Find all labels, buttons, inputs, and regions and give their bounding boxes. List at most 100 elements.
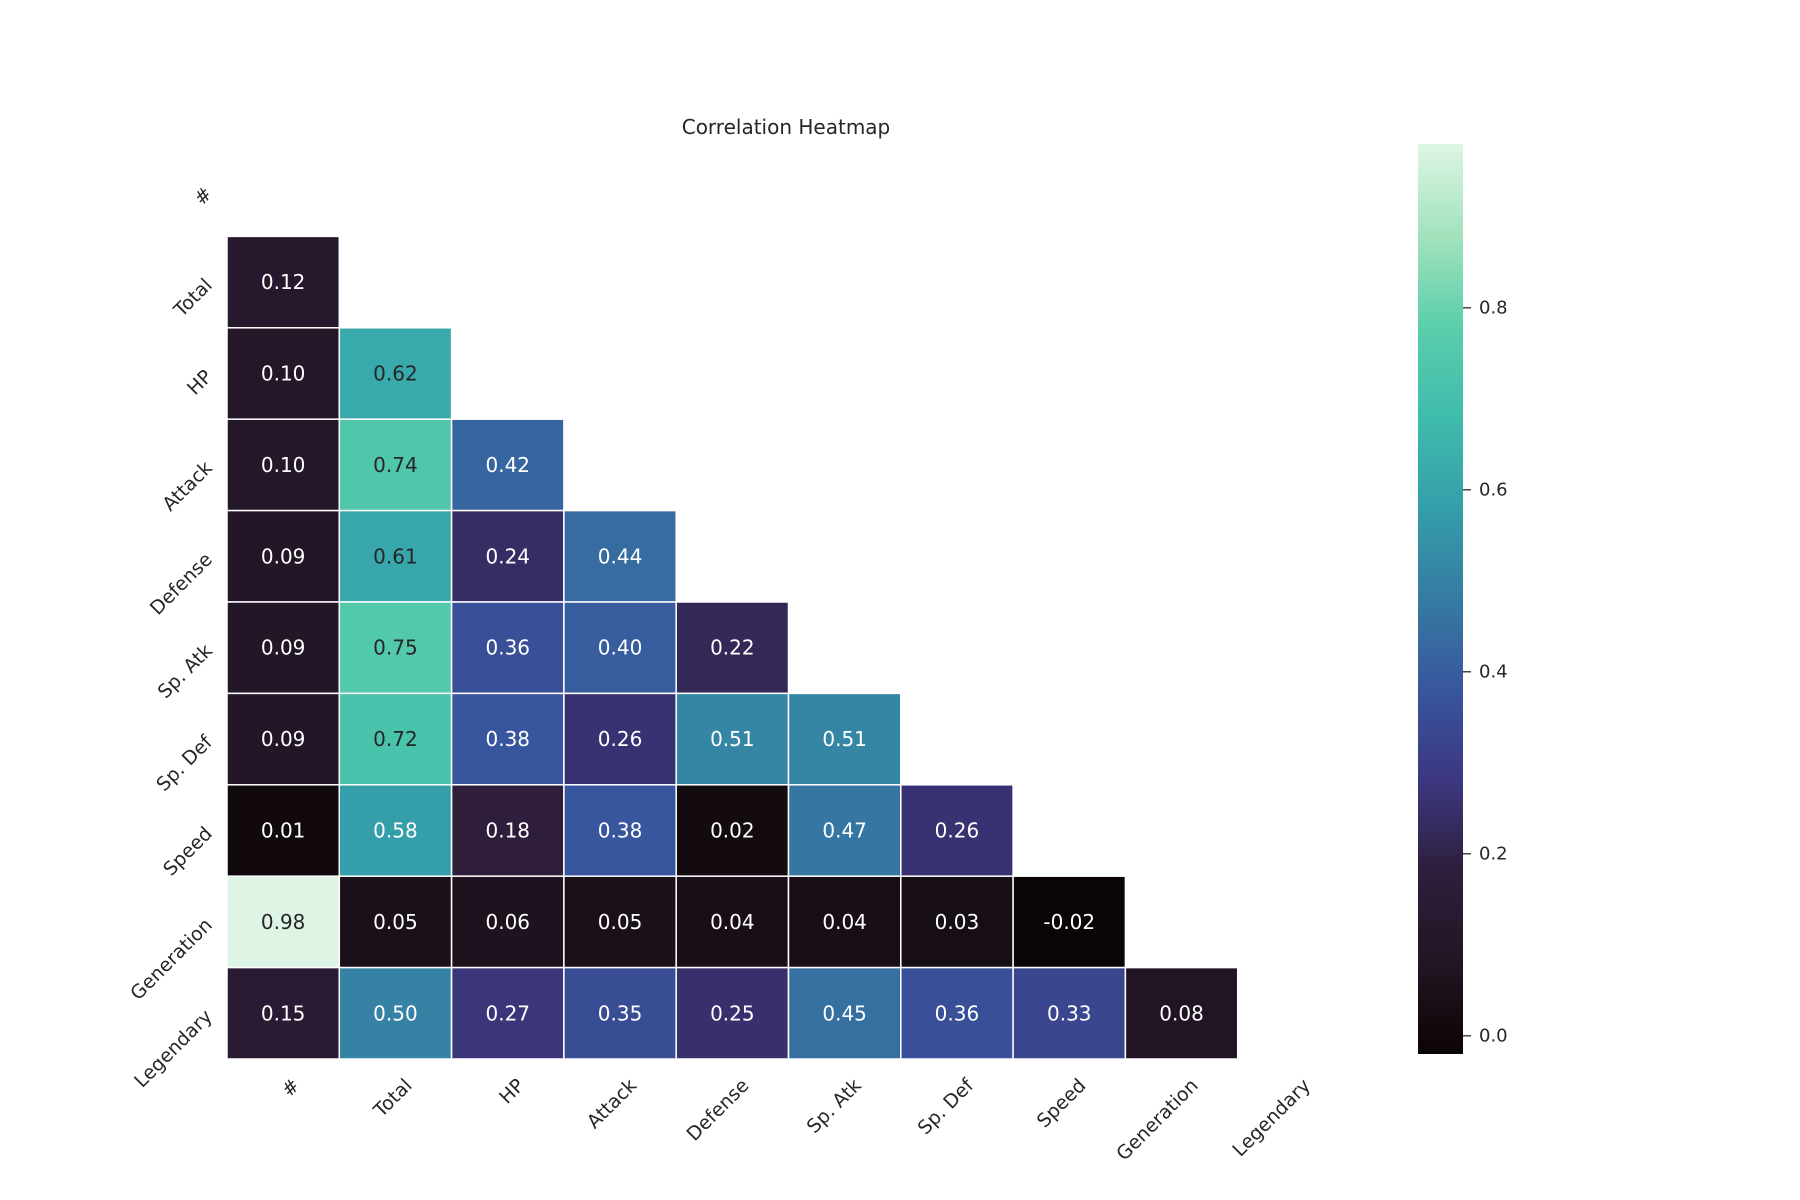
- cell-value-label: 0.40: [598, 636, 643, 660]
- cell-value-label: 0.26: [935, 819, 980, 843]
- heatmap-cell: [450, 418, 565, 512]
- cell-value-label: 0.27: [485, 1001, 530, 1025]
- heatmap-cell: [675, 601, 790, 695]
- x-tick-label: Sp. Atk: [803, 1075, 866, 1138]
- heatmap-cell: [226, 875, 341, 969]
- chart-title: Correlation Heatmap: [682, 115, 891, 139]
- heatmap-cell: [338, 966, 453, 1060]
- cell-value-label: 0.51: [822, 727, 867, 751]
- heatmap-cell: [675, 692, 790, 786]
- y-tick-label: #: [190, 183, 217, 210]
- cell-value-label: 0.72: [373, 727, 418, 751]
- heatmap-cell: [226, 418, 341, 512]
- x-tick-label: HP: [495, 1075, 529, 1109]
- cell-value-label: 0.24: [485, 544, 530, 568]
- cell-value-label: 0.25: [710, 1001, 755, 1025]
- colorbar-tick-label: 0.2: [1479, 843, 1508, 864]
- x-tick-label: Legendary: [1228, 1075, 1315, 1162]
- x-tick-label: Sp. Def: [914, 1074, 979, 1139]
- y-tick-label: Attack: [158, 457, 216, 515]
- heatmap-cell: [900, 966, 1014, 1060]
- heatmap-cell: [675, 966, 790, 1060]
- x-tick-label: Generation: [1112, 1075, 1203, 1166]
- heatmap-cell: [563, 692, 677, 786]
- cell-value-label: 0.15: [261, 1001, 306, 1025]
- cell-value-label: 0.47: [822, 819, 867, 843]
- heatmap-cell: [900, 784, 1014, 877]
- cell-value-label: 0.05: [598, 910, 643, 934]
- heatmap-cell: [226, 966, 341, 1060]
- y-tick-label: Sp. Atk: [154, 640, 217, 703]
- colorbar-gradient: [1418, 144, 1463, 1054]
- cell-value-label: 0.02: [710, 819, 755, 843]
- cell-value-label: 0.35: [598, 1001, 643, 1025]
- cell-value-label: 0.05: [373, 910, 418, 934]
- heatmap-cell: [226, 235, 341, 329]
- cell-value-label: 0.38: [485, 727, 530, 751]
- cell-value-label: 0.08: [1159, 1001, 1204, 1025]
- cell-value-label: 0.61: [373, 544, 418, 568]
- cell-value-label: 0.33: [1047, 1001, 1092, 1025]
- heatmap-cell: [338, 509, 453, 603]
- x-axis-labels: # Total HP Attack Defense Sp. Atk Sp. Def Speed…: [277, 1074, 1315, 1165]
- y-tick-label: Defense: [146, 549, 217, 620]
- cell-value-label: 0.04: [710, 910, 755, 934]
- heatmap-cell: [450, 875, 565, 969]
- cell-value-label: 0.12: [261, 270, 306, 294]
- y-tick-label: HP: [183, 366, 217, 400]
- cell-value-label: 0.50: [373, 1001, 418, 1025]
- colorbar-tick-label: 0.0: [1479, 1025, 1508, 1046]
- cell-value-label: 0.10: [261, 362, 306, 386]
- cell-value-label: 0.45: [822, 1001, 867, 1025]
- colorbar-tick-label: 0.6: [1479, 479, 1508, 500]
- heatmap-cell: [1012, 875, 1127, 969]
- y-tick-label: Speed: [159, 823, 217, 881]
- colorbar-tick-label: 0.4: [1479, 661, 1508, 682]
- heatmap-cell: [226, 327, 341, 420]
- cell-value-label: 0.10: [261, 453, 306, 477]
- y-tick-label: Total: [169, 274, 217, 322]
- colorbar-ticks: 0.0 0.2 0.4 0.6 0.8: [1463, 297, 1508, 1046]
- heatmap-cell: [563, 784, 677, 877]
- heatmap-cell: [563, 601, 677, 695]
- cell-value-label: 0.51: [710, 727, 755, 751]
- heatmap-cell: [787, 784, 902, 877]
- cell-value-label: 0.98: [261, 910, 306, 934]
- cell-value-label: 0.36: [485, 636, 530, 660]
- heatmap-cell: [787, 966, 902, 1060]
- heatmap-cell: [450, 692, 565, 786]
- x-tick-label: Total: [369, 1075, 417, 1123]
- cell-value-label: 0.74: [373, 453, 418, 477]
- cell-value-label: 0.44: [598, 544, 643, 568]
- heatmap-cell: [226, 692, 341, 786]
- cell-value-label: 0.18: [485, 819, 530, 843]
- heatmap-cells: 0.12 0.10 0.62 0.10 0.74 0.42 0.09 0.61 0.24 0.44…: [226, 235, 1239, 1060]
- cell-value-label: 0.62: [373, 362, 418, 386]
- cell-value-label: 0.04: [822, 910, 867, 934]
- cell-value-label: 0.38: [598, 819, 643, 843]
- x-tick-label: Defense: [683, 1075, 754, 1146]
- x-tick-label: Attack: [583, 1075, 641, 1133]
- cell-value-label: 0.09: [261, 636, 306, 660]
- heatmap-cell: [450, 966, 565, 1060]
- heatmap-cell: [338, 784, 453, 877]
- y-tick-label: Legendary: [130, 1006, 217, 1093]
- cell-value-label: 0.01: [261, 819, 306, 843]
- heatmap-cell: [563, 509, 677, 603]
- heatmap-cell: [338, 692, 453, 786]
- heatmap-cell: [338, 601, 453, 695]
- cell-value-label: 0.36: [935, 1001, 980, 1025]
- heatmap-cell: [563, 966, 677, 1060]
- cell-value-label: 0.06: [485, 910, 530, 934]
- cell-value-label: 0.58: [373, 819, 418, 843]
- heatmap-cell: [226, 784, 341, 877]
- cell-value-label: 0.75: [373, 636, 418, 660]
- x-tick-label: Speed: [1033, 1075, 1091, 1133]
- heatmap-cell: [338, 327, 453, 420]
- cell-value-label: 0.03: [935, 910, 980, 934]
- cell-value-label: 0.09: [261, 727, 306, 751]
- colorbar-tick-label: 0.8: [1479, 297, 1508, 318]
- cell-value-label: 0.22: [710, 636, 755, 660]
- cell-value-label: 0.42: [485, 453, 530, 477]
